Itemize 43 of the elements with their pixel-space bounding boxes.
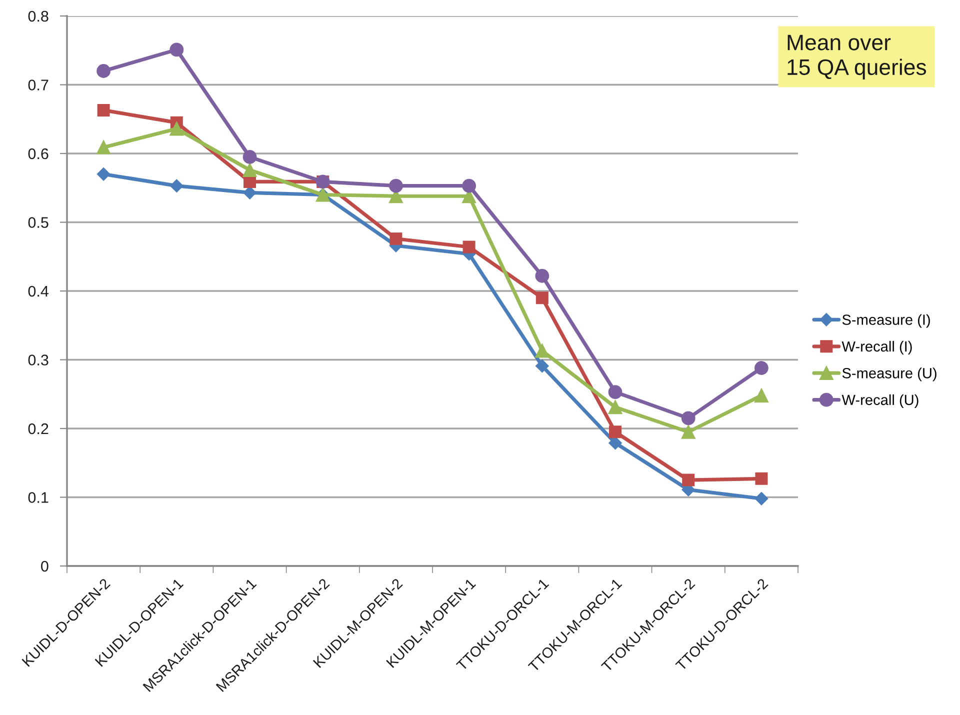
y-tick-label: 0.3 (28, 354, 48, 366)
point (681, 411, 696, 426)
point (609, 426, 622, 438)
point (535, 344, 550, 358)
point (97, 104, 110, 116)
point (608, 436, 622, 450)
legend-label: S-measure (I) (842, 314, 930, 328)
y-tick-label: 0.7 (28, 80, 48, 90)
legend-label: W-recall (I) (842, 340, 912, 355)
point (462, 178, 476, 193)
point (681, 424, 696, 439)
point (535, 268, 550, 283)
point (536, 359, 549, 373)
point (754, 492, 768, 506)
y-tick-label: 0.2 (28, 423, 48, 434)
y-tick-label: 0 (41, 560, 48, 572)
point (170, 179, 184, 192)
legend-label: W-recall (U) (842, 394, 918, 408)
y-tick-label: 0.5 (28, 217, 48, 228)
point (390, 232, 402, 245)
point (608, 400, 622, 414)
point (170, 42, 184, 57)
y-tick-label: 0.8 (28, 10, 48, 22)
point (754, 388, 768, 402)
point (96, 168, 110, 181)
point (96, 64, 110, 78)
y-tick-label: 0.1 (28, 492, 48, 503)
point (242, 163, 257, 177)
point (243, 186, 256, 200)
point (96, 140, 110, 154)
point (389, 178, 403, 193)
point (682, 474, 695, 486)
point (462, 240, 476, 254)
point (754, 361, 768, 375)
point (536, 292, 548, 304)
annotation: Mean over 15 QA queries (788, 34, 926, 80)
point (755, 472, 768, 485)
point (608, 385, 622, 400)
y-tick-label: 0.4 (28, 286, 48, 297)
point (242, 150, 257, 164)
y-tick-label: 0.6 (28, 148, 48, 160)
point (170, 122, 184, 136)
legend-label: S-measure (U) (842, 368, 936, 382)
